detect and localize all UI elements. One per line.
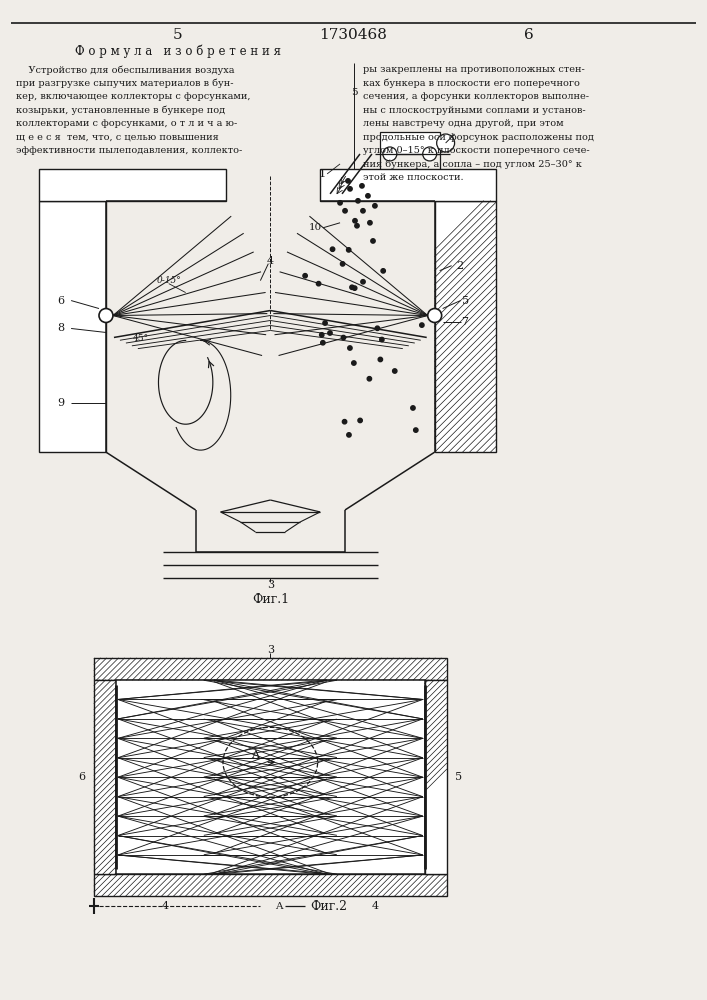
- Text: 1730468: 1730468: [319, 28, 387, 42]
- Circle shape: [346, 433, 351, 437]
- Circle shape: [340, 262, 345, 266]
- Circle shape: [330, 247, 334, 251]
- Circle shape: [350, 285, 354, 289]
- Circle shape: [317, 281, 321, 286]
- Text: 3: 3: [267, 645, 274, 655]
- Circle shape: [428, 309, 442, 322]
- Circle shape: [321, 341, 325, 345]
- Circle shape: [373, 204, 377, 208]
- Circle shape: [342, 420, 346, 424]
- Text: ны с плоскоструйными соплами и установ-: ны с плоскоструйными соплами и установ-: [363, 106, 585, 115]
- Circle shape: [392, 369, 397, 373]
- Text: 6: 6: [78, 772, 86, 782]
- Circle shape: [303, 274, 308, 278]
- Text: 10: 10: [309, 223, 322, 232]
- Text: 4: 4: [371, 901, 378, 911]
- Bar: [380, 132, 440, 154]
- Circle shape: [380, 337, 384, 342]
- Text: щ е е с я  тем, что, с целью повышения: щ е е с я тем, что, с целью повышения: [16, 133, 219, 142]
- Text: ках бункера в плоскости его поперечного: ках бункера в плоскости его поперечного: [363, 79, 580, 88]
- Text: A: A: [252, 750, 259, 760]
- Bar: [94, 874, 447, 896]
- Text: 4: 4: [267, 256, 274, 266]
- Bar: [320, 169, 496, 201]
- Text: ры закреплены на противоположных стен-: ры закреплены на противоположных стен-: [363, 65, 585, 74]
- Circle shape: [414, 428, 418, 432]
- Circle shape: [346, 179, 350, 183]
- Circle shape: [328, 331, 332, 335]
- Text: 3: 3: [267, 580, 274, 590]
- Circle shape: [348, 187, 352, 191]
- Bar: [94, 658, 447, 680]
- Text: 6: 6: [525, 28, 534, 42]
- Text: Фиг.1: Фиг.1: [252, 593, 289, 606]
- Circle shape: [320, 333, 324, 337]
- Circle shape: [370, 239, 375, 243]
- Bar: [40, 169, 226, 201]
- Circle shape: [423, 147, 437, 161]
- Circle shape: [383, 147, 397, 161]
- Circle shape: [353, 219, 357, 223]
- Circle shape: [355, 224, 359, 228]
- Text: лены навстречу одна другой, при этом: лены навстречу одна другой, при этом: [363, 119, 563, 128]
- Circle shape: [368, 221, 372, 225]
- Circle shape: [375, 326, 380, 330]
- Text: 5: 5: [173, 28, 182, 42]
- Text: козырьки, установленные в бункере под: козырьки, установленные в бункере под: [16, 106, 226, 115]
- Circle shape: [358, 418, 362, 423]
- Text: при разгрузке сыпучих материалов в бун-: при разгрузке сыпучих материалов в бун-: [16, 79, 234, 88]
- Text: 2: 2: [456, 261, 463, 271]
- Text: кер, включающее коллекторы с форсунками,: кер, включающее коллекторы с форсунками,: [16, 92, 251, 101]
- Bar: [435, 201, 496, 452]
- Text: этой же плоскости.: этой же плоскости.: [363, 173, 464, 182]
- Circle shape: [411, 406, 415, 410]
- Text: 45°: 45°: [133, 334, 149, 343]
- Bar: [116, 680, 425, 874]
- Text: 5: 5: [351, 88, 357, 97]
- Circle shape: [367, 377, 372, 381]
- Text: Ф о р м у л а   и з о б р е т е н и я: Ф о р м у л а и з о б р е т е н и я: [75, 44, 281, 58]
- Text: эффективности пылеподавления, коллекто-: эффективности пылеподавления, коллекто-: [16, 146, 243, 155]
- Text: 6: 6: [57, 296, 65, 306]
- Circle shape: [323, 321, 327, 325]
- Circle shape: [348, 346, 352, 350]
- Text: 1: 1: [319, 169, 326, 179]
- Text: Фиг.2: Фиг.2: [310, 900, 347, 913]
- Text: сечения, а форсунки коллекторов выполне-: сечения, а форсунки коллекторов выполне-: [363, 92, 589, 101]
- Text: A: A: [275, 902, 283, 911]
- Circle shape: [420, 323, 424, 327]
- Circle shape: [353, 286, 357, 290]
- Circle shape: [356, 199, 360, 203]
- Text: коллекторами с форсунками, о т л и ч а ю-: коллекторами с форсунками, о т л и ч а ю…: [16, 119, 238, 128]
- Circle shape: [378, 357, 382, 362]
- Text: 5: 5: [455, 772, 462, 782]
- Circle shape: [351, 361, 356, 365]
- Text: 8: 8: [57, 323, 65, 333]
- Circle shape: [366, 194, 370, 198]
- Text: 0-15°: 0-15°: [156, 276, 181, 285]
- Bar: [40, 201, 106, 452]
- Circle shape: [361, 280, 366, 284]
- Circle shape: [381, 269, 385, 273]
- Text: 4: 4: [162, 901, 169, 911]
- Circle shape: [99, 309, 113, 322]
- Bar: [425, 680, 447, 874]
- Circle shape: [338, 201, 342, 205]
- Text: продольные оси форсунок расположены под: продольные оси форсунок расположены под: [363, 133, 594, 142]
- Circle shape: [437, 134, 455, 152]
- Text: углом 0–15° к плоскости поперечного сече-: углом 0–15° к плоскости поперечного сече…: [363, 146, 590, 155]
- Text: 7: 7: [462, 317, 469, 327]
- Text: Устройство для обеспыливания воздуха: Устройство для обеспыливания воздуха: [16, 65, 235, 75]
- Text: ния бункера, а сопла – под углом 25–30° к: ния бункера, а сопла – под углом 25–30° …: [363, 159, 582, 169]
- Bar: [94, 680, 116, 874]
- Circle shape: [361, 209, 365, 213]
- Circle shape: [343, 209, 347, 213]
- Circle shape: [360, 184, 364, 188]
- Circle shape: [346, 248, 351, 252]
- Text: 5: 5: [462, 296, 469, 306]
- Circle shape: [341, 335, 346, 340]
- Text: 9: 9: [57, 398, 65, 408]
